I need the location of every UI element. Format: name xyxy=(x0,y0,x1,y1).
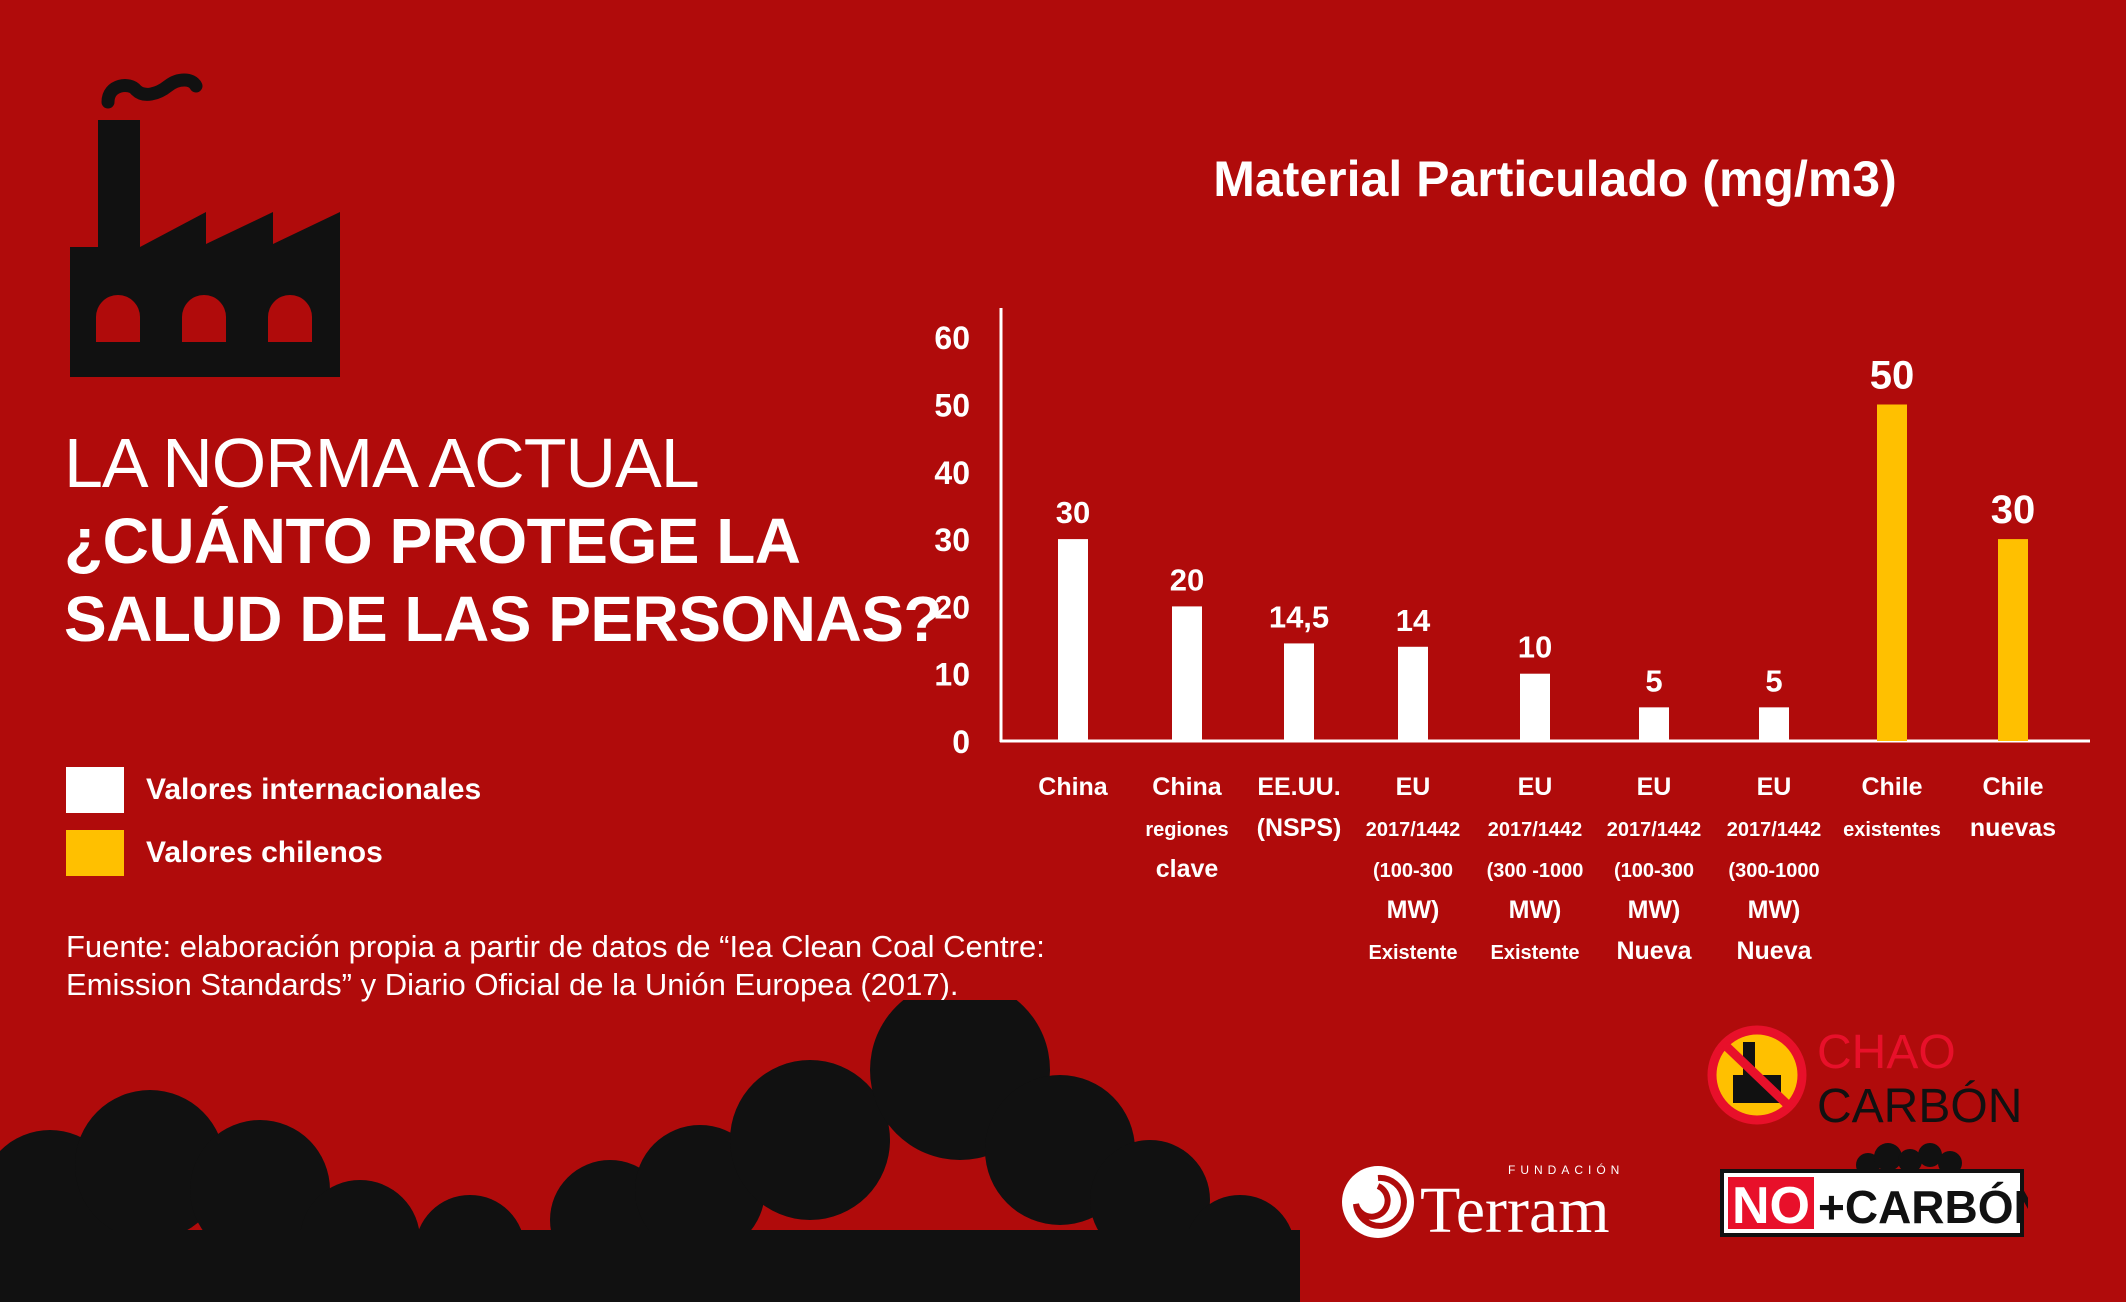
chao-text: CHAO xyxy=(1817,1026,1956,1079)
legend-item-international: Valores internacionales xyxy=(66,766,481,814)
terram-small-text: FUNDACIÓN xyxy=(1508,1162,1624,1177)
y-tick-labels: 0 10 20 30 40 50 60 xyxy=(934,320,970,760)
x-tick-label: Nueva xyxy=(1616,937,1692,965)
value-label: 5 xyxy=(1765,663,1782,698)
bar xyxy=(1639,707,1669,741)
x-tick-label: MW) xyxy=(1628,896,1681,924)
terram-name: Terram xyxy=(1420,1174,1610,1240)
x-tick-label: 2017/1442 xyxy=(1727,819,1822,841)
x-tick-label: EU xyxy=(1757,773,1792,801)
value-label: 10 xyxy=(1518,630,1552,665)
legend-label: Valores chilenos xyxy=(146,836,383,869)
x-tick-label: EU xyxy=(1637,773,1672,801)
legend-swatch-chilean xyxy=(66,830,124,876)
bars xyxy=(1058,404,2028,741)
value-label: 14 xyxy=(1396,603,1431,638)
x-tick-label: EE.UU. xyxy=(1257,773,1340,801)
headline-line-1: LA NORMA ACTUAL xyxy=(64,424,700,502)
y-tick-label: 50 xyxy=(934,388,970,424)
x-tick-label: 2017/1442 xyxy=(1366,819,1461,841)
bar xyxy=(1998,539,2028,741)
bar xyxy=(1172,606,1202,741)
x-tick-label: regiones xyxy=(1145,819,1228,841)
legend-item-chilean: Valores chilenos xyxy=(66,829,383,877)
y-tick-label: 40 xyxy=(934,455,970,491)
bar xyxy=(1759,707,1789,741)
value-labels: 30 20 14,5 14 10 5 5 50 30 xyxy=(1056,354,2035,699)
smoke-clouds xyxy=(0,1000,1300,1302)
x-tick-label: 2017/1442 xyxy=(1488,819,1583,841)
x-tick-label: 2017/1442 xyxy=(1607,819,1702,841)
no-mas-carbon-logo: NO +CARBÓN xyxy=(1720,1143,2028,1237)
factory-icon xyxy=(70,73,340,377)
x-tick-label: nuevas xyxy=(1970,814,2056,842)
value-label: 50 xyxy=(1870,354,1915,398)
x-tick-label: MW) xyxy=(1748,896,1801,924)
x-tick-label: EU xyxy=(1518,773,1553,801)
headline: LA NORMA ACTUAL ¿CUÁNTO PROTEGE LA SALUD… xyxy=(64,425,964,658)
x-tick-label: (300-1000 xyxy=(1728,860,1819,882)
y-tick-label: 20 xyxy=(934,589,970,625)
x-tick-label: China xyxy=(1038,773,1109,801)
mas-carbon-text: +CARBÓN xyxy=(1818,1181,2028,1233)
terram-logo: FUNDACIÓN Terram xyxy=(1342,1162,1624,1240)
source-line-2: Emission Standards” y Diario Oficial de … xyxy=(66,966,959,1002)
x-tick-label: (100-300 xyxy=(1614,860,1694,882)
x-tick-label: EU xyxy=(1396,773,1431,801)
x-tick-label: existentes xyxy=(1843,819,1941,841)
y-tick-label: 0 xyxy=(952,724,970,760)
y-tick-label: 30 xyxy=(934,522,970,558)
legend-label: Valores internacionales xyxy=(146,773,482,806)
x-tick-label: MW) xyxy=(1387,896,1440,924)
bar xyxy=(1284,643,1314,741)
x-tick-label: (NSPS) xyxy=(1257,814,1342,842)
value-label: 30 xyxy=(1991,488,2036,532)
y-tick-label: 60 xyxy=(934,320,970,356)
x-tick-label: Nueva xyxy=(1736,937,1812,965)
value-label: 30 xyxy=(1056,495,1090,530)
x-tick-label: China xyxy=(1152,773,1223,801)
source-note: Fuente: elaboración propia a partir de d… xyxy=(66,928,1066,1004)
bar xyxy=(1058,539,1088,741)
bar xyxy=(1398,646,1428,741)
source-line-1: Fuente: elaboración propia a partir de d… xyxy=(66,929,1045,964)
x-tick-labels: China China regiones clave EE.UU. (NSPS) EU 201… xyxy=(1038,773,2056,965)
value-label: 14,5 xyxy=(1269,599,1329,634)
x-tick-label: Existente xyxy=(1491,942,1580,964)
x-tick-label: Chile xyxy=(1861,773,1922,801)
x-tick-label: MW) xyxy=(1509,896,1562,924)
legend-swatch-international xyxy=(66,767,124,813)
headline-line-2: ¿CUÁNTO PROTEGE LA xyxy=(64,505,801,577)
chao-carbon-logo: CHAO CARBÓN xyxy=(1707,1025,2022,1130)
bar xyxy=(1520,673,1550,741)
x-tick-label: Chile xyxy=(1982,773,2043,801)
headline-line-3: SALUD DE LAS PERSONAS? xyxy=(64,583,942,656)
chart-title: Material Particulado (mg/m3) xyxy=(1213,151,1897,207)
value-label: 20 xyxy=(1170,562,1204,597)
x-tick-label: Existente xyxy=(1369,942,1458,964)
x-tick-label: (300 -1000 xyxy=(1487,860,1584,882)
carbon-text: CARBÓN xyxy=(1817,1079,2022,1130)
x-tick-label: clave xyxy=(1156,855,1219,883)
no-text: NO xyxy=(1732,1177,1810,1235)
value-label: 5 xyxy=(1645,663,1662,698)
x-tick-label: (100-300 xyxy=(1373,860,1453,882)
bar xyxy=(1877,404,1907,741)
y-tick-label: 10 xyxy=(934,657,970,693)
